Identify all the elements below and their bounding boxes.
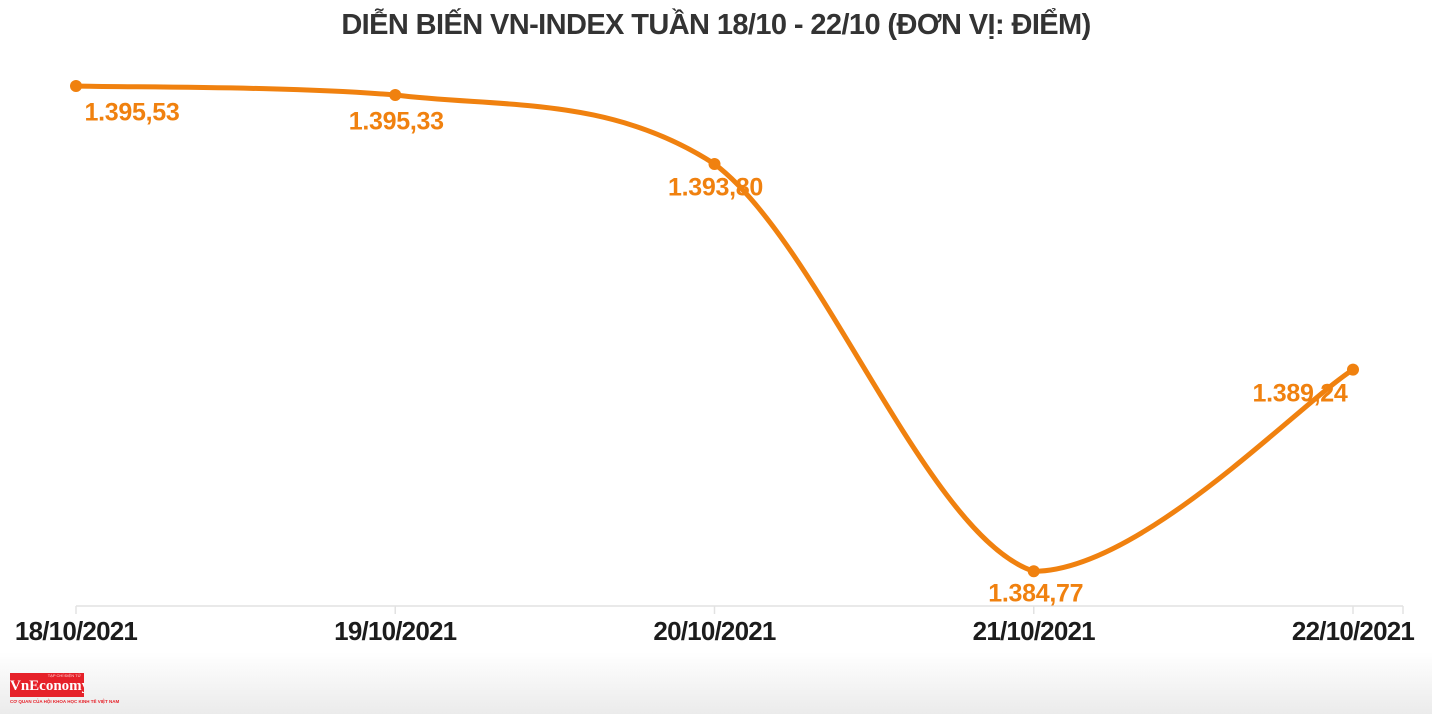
value-label-21/10/2021: 1.384,77 <box>988 579 1084 608</box>
value-label-20/10/2021: 1.393,80 <box>668 173 763 202</box>
data-point-19/10/2021 <box>389 89 402 102</box>
data-point-20/10/2021 <box>708 158 721 171</box>
data-point-18/10/2021 <box>70 80 82 93</box>
data-point-21/10/2021 <box>1027 565 1040 578</box>
x-axis-label-21/10/2021: 21/10/2021 <box>972 616 1096 646</box>
x-axis-label-22/10/2021: 22/10/2021 <box>1291 616 1415 646</box>
value-label-19/10/2021: 1.395,33 <box>348 107 444 136</box>
data-point-22/10/2021 <box>1347 363 1359 376</box>
value-label-18/10/2021: 1.395,53 <box>84 98 180 127</box>
x-axis-label-19/10/2021: 19/10/2021 <box>334 616 457 646</box>
value-label-22/10/2021: 1.389,24 <box>1252 379 1348 408</box>
logo-tagline: TẠP CHÍ ĐIỆN TỬ <box>47 673 81 678</box>
x-axis-label-20/10/2021: 20/10/2021 <box>653 616 776 646</box>
vneconomy-logo: TẠP CHÍ ĐIỆN TỬ VnEconomy CƠ QUAN CỦA HỘ… <box>10 673 130 704</box>
logo-wordmark: VnEconomy <box>10 678 84 694</box>
series-line <box>73 83 1356 574</box>
vneconomy-logo-box: TẠP CHÍ ĐIỆN TỬ VnEconomy <box>10 673 84 697</box>
x-axis-label-18/10/2021: 18/10/2021 <box>14 616 138 646</box>
logo-subtitle: CƠ QUAN CỦA HỘI KHOA HỌC KINH TẾ VIỆT NA… <box>10 699 120 704</box>
chart-title: DIỄN BIẾN VN-INDEX TUẦN 18/10 - 22/10 (Đ… <box>341 9 1091 41</box>
